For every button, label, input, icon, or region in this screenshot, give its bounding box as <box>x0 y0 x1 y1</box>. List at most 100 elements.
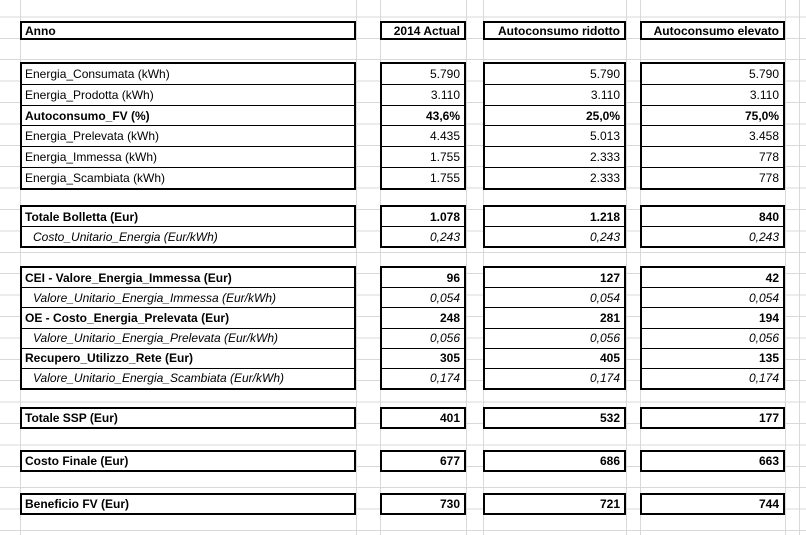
cell-costo-unitario-energia-elevato[interactable]: 0,243 <box>642 226 783 246</box>
cell-totale-ssp-label[interactable]: Totale SSP (Eur) <box>25 411 118 425</box>
cell-autoconsumo-fv-ridotto[interactable]: 25,0% <box>485 104 624 126</box>
cell-energia-immessa-actual[interactable]: 1.755 <box>382 146 464 167</box>
cell-recupero-utilizzo-rete-actual[interactable]: 305 <box>382 347 464 368</box>
box-beneficio-fv-actual: 730 <box>380 493 466 515</box>
cell-energia-consumata-actual[interactable]: 5.790 <box>429 66 460 81</box>
cell-beneficio-fv-ridotto[interactable]: 721 <box>599 497 620 511</box>
cell-valore-unitario-energia-immessa-ridotto[interactable]: 0,054 <box>485 287 624 307</box>
cell-energia-prodotta-ridotto[interactable]: 3.110 <box>485 83 624 105</box>
box-energy-elevato: 5.790 3.110 75,0% 3.458 778 778 <box>640 62 785 190</box>
box-energy-labels: Energia_Consumata (kWh) Energia_Prodotta… <box>20 62 356 190</box>
header-cell-anno[interactable]: Anno <box>20 21 356 40</box>
cell-valore-unitario-energia-scambiata-label[interactable]: Valore_Unitario_Energia_Scambiata (Eur/k… <box>22 367 354 388</box>
cell-recupero-utilizzo-rete-elevato[interactable]: 135 <box>642 347 783 368</box>
box-totale-ssp-ridotto: 532 <box>483 407 626 429</box>
grid-vline <box>626 0 627 535</box>
box-costo-finale-elevato: 663 <box>640 450 785 472</box>
cell-energia-scambiata-label[interactable]: Energia_Scambiata (kWh) <box>22 167 354 188</box>
cell-energia-immessa-label[interactable]: Energia_Immessa (kWh) <box>22 146 354 167</box>
box-energy-actual: 5.790 3.110 43,6% 4.435 1.755 1.755 <box>380 62 466 190</box>
grid-vline <box>799 0 800 535</box>
cell-costo-finale-actual[interactable]: 677 <box>439 454 460 468</box>
cell-beneficio-fv-elevato[interactable]: 744 <box>758 497 779 511</box>
cell-valore-unitario-energia-scambiata-elevato[interactable]: 0,174 <box>642 367 783 388</box>
cell-totale-bolletta-elevato[interactable]: 840 <box>758 209 779 224</box>
cell-autoconsumo-fv-label[interactable]: Autoconsumo_FV (%) <box>22 104 354 126</box>
cell-energia-prelevata-ridotto[interactable]: 5.013 <box>485 125 624 146</box>
cell-oe-costo-energia-prelevata-actual[interactable]: 248 <box>382 307 464 327</box>
box-totale-ssp-elevato: 177 <box>640 407 785 429</box>
cell-energia-scambiata-ridotto[interactable]: 2.333 <box>485 167 624 188</box>
cell-autoconsumo-fv-elevato[interactable]: 75,0% <box>642 104 783 126</box>
box-totale-ssp-actual: 401 <box>380 407 466 429</box>
cell-costo-finale-elevato[interactable]: 663 <box>758 454 779 468</box>
cell-totale-ssp-actual[interactable]: 401 <box>439 411 460 425</box>
cell-valore-unitario-energia-prelevata-ridotto[interactable]: 0,056 <box>485 327 624 348</box>
box-costo-finale-labels: Costo Finale (Eur) <box>20 450 356 472</box>
cell-valore-unitario-energia-prelevata-label[interactable]: Valore_Unitario_Energia_Prelevata (Eur/k… <box>22 327 354 348</box>
cell-beneficio-fv-label[interactable]: Beneficio FV (Eur) <box>25 497 130 511</box>
cell-recupero-utilizzo-rete-ridotto[interactable]: 405 <box>485 347 624 368</box>
cell-cei-valore-energia-immessa-ridotto[interactable]: 127 <box>599 270 620 285</box>
box-bolletta-ridotto: 1.218 0,243 <box>483 205 626 248</box>
box-beneficio-fv-ridotto: 721 <box>483 493 626 515</box>
cell-valore-unitario-energia-scambiata-actual[interactable]: 0,174 <box>382 367 464 388</box>
cell-costo-finale-ridotto[interactable]: 686 <box>599 454 620 468</box>
cell-oe-costo-energia-prelevata-label[interactable]: OE - Costo_Energia_Prelevata (Eur) <box>22 307 354 327</box>
cell-valore-unitario-energia-immessa-actual[interactable]: 0,054 <box>382 287 464 307</box>
box-bolletta-elevato: 840 0,243 <box>640 205 785 248</box>
box-ssp-detail-actual: 96 0,054 248 0,056 305 0,174 <box>380 266 466 390</box>
header-cell-actual[interactable]: 2014 Actual <box>380 21 466 40</box>
box-bolletta-labels: Totale Bolletta (Eur) Costo_Unitario_Ene… <box>20 205 356 248</box>
box-costo-finale-ridotto: 686 <box>483 450 626 472</box>
cell-energia-immessa-ridotto[interactable]: 2.333 <box>485 146 624 167</box>
cell-valore-unitario-energia-immessa-label[interactable]: Valore_Unitario_Energia_Immessa (Eur/kWh… <box>22 287 354 307</box>
box-bolletta-actual: 1.078 0,243 <box>380 205 466 248</box>
cell-costo-unitario-energia-ridotto[interactable]: 0,243 <box>485 226 624 246</box>
box-ssp-detail-labels: CEI - Valore_Energia_Immessa (Eur) Valor… <box>20 266 356 390</box>
cell-totale-ssp-ridotto[interactable]: 532 <box>599 411 620 425</box>
cell-energia-prelevata-actual[interactable]: 4.435 <box>382 125 464 146</box>
cell-energia-scambiata-actual[interactable]: 1.755 <box>382 167 464 188</box>
cell-valore-unitario-energia-immessa-elevato[interactable]: 0,054 <box>642 287 783 307</box>
cell-costo-unitario-energia-actual[interactable]: 0,243 <box>382 226 464 246</box>
cell-cei-valore-energia-immessa-label[interactable]: CEI - Valore_Energia_Immessa (Eur) <box>25 270 232 285</box>
grid-vline <box>466 0 467 535</box>
cell-energia-prodotta-label[interactable]: Energia_Prodotta (kWh) <box>22 83 354 105</box>
cell-totale-bolletta-ridotto[interactable]: 1.218 <box>589 209 620 224</box>
header-ridotto-label: Autoconsumo ridotto <box>498 23 620 38</box>
box-ssp-detail-ridotto: 127 0,054 281 0,056 405 0,174 <box>483 266 626 390</box>
grid-vline <box>785 0 786 535</box>
cell-energia-prodotta-actual[interactable]: 3.110 <box>382 83 464 105</box>
box-costo-finale-actual: 677 <box>380 450 466 472</box>
cell-costo-finale-label[interactable]: Costo Finale (Eur) <box>25 454 129 468</box>
cell-totale-bolletta-label[interactable]: Totale Bolletta (Eur) <box>25 209 139 224</box>
cell-energia-prodotta-elevato[interactable]: 3.110 <box>642 83 783 105</box>
cell-oe-costo-energia-prelevata-ridotto[interactable]: 281 <box>485 307 624 327</box>
header-anno-label: Anno <box>25 23 56 38</box>
cell-cei-valore-energia-immessa-elevato[interactable]: 42 <box>765 270 779 285</box>
cell-cei-valore-energia-immessa-actual[interactable]: 96 <box>446 270 460 285</box>
cell-totale-bolletta-actual[interactable]: 1.078 <box>429 209 460 224</box>
cell-energia-prelevata-label[interactable]: Energia_Prelevata (kWh) <box>22 125 354 146</box>
cell-energia-scambiata-elevato[interactable]: 778 <box>642 167 783 188</box>
cell-beneficio-fv-actual[interactable]: 730 <box>439 497 460 511</box>
cell-valore-unitario-energia-prelevata-elevato[interactable]: 0,056 <box>642 327 783 348</box>
box-ssp-detail-elevato: 42 0,054 194 0,056 135 0,174 <box>640 266 785 390</box>
header-actual-label: 2014 Actual <box>393 23 460 38</box>
cell-valore-unitario-energia-scambiata-ridotto[interactable]: 0,174 <box>485 367 624 388</box>
header-cell-elevato[interactable]: Autoconsumo elevato <box>640 21 785 40</box>
cell-oe-costo-energia-prelevata-elevato[interactable]: 194 <box>642 307 783 327</box>
cell-energia-consumata-label[interactable]: Energia_Consumata (kWh) <box>25 66 170 81</box>
cell-autoconsumo-fv-actual[interactable]: 43,6% <box>382 104 464 126</box>
cell-energia-consumata-elevato[interactable]: 5.790 <box>748 66 779 81</box>
cell-energia-prelevata-elevato[interactable]: 3.458 <box>642 125 783 146</box>
cell-valore-unitario-energia-prelevata-actual[interactable]: 0,056 <box>382 327 464 348</box>
cell-totale-ssp-elevato[interactable]: 177 <box>758 411 779 425</box>
cell-recupero-utilizzo-rete-label[interactable]: Recupero_Utilizzo_Rete (Eur) <box>22 347 354 368</box>
cell-costo-unitario-energia-label[interactable]: Costo_Unitario_Energia (Eur/kWh) <box>22 226 354 246</box>
cell-energia-consumata-ridotto[interactable]: 5.790 <box>589 66 620 81</box>
header-cell-ridotto[interactable]: Autoconsumo ridotto <box>483 21 626 40</box>
cell-energia-immessa-elevato[interactable]: 778 <box>642 146 783 167</box>
